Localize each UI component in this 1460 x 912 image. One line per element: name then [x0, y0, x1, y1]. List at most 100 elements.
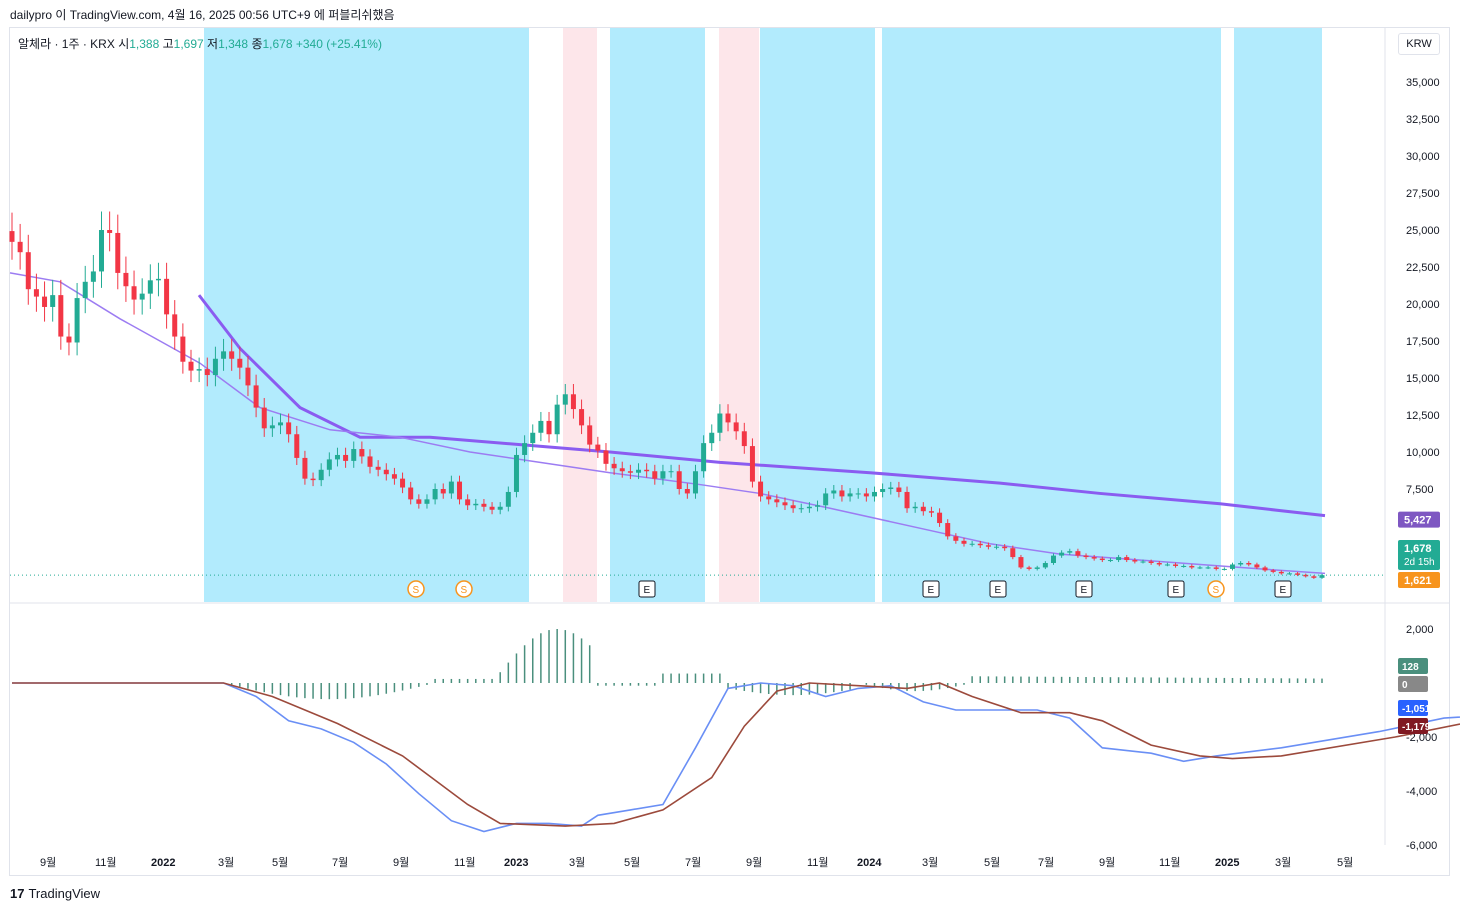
candle-body [424, 499, 430, 504]
candle-body [1026, 567, 1032, 569]
high-value: 1,697 [173, 37, 204, 51]
x-axis-label: 3월 [569, 856, 585, 869]
candle-body [758, 481, 764, 497]
x-axis-label: 2023 [504, 857, 528, 869]
price-tick-label: 17,500 [1406, 336, 1440, 348]
x-axis-label: 5월 [624, 856, 640, 869]
candle-body [1221, 568, 1227, 570]
x-axis-label: 3월 [218, 856, 234, 869]
macd-tick-label: -2,000 [1406, 732, 1437, 744]
candle-body [1164, 564, 1170, 566]
candle-body [538, 420, 544, 433]
candle-body [278, 422, 284, 426]
candle-body [147, 280, 153, 294]
candle-body [408, 487, 414, 500]
earnings-event-label: E [928, 585, 935, 596]
candle-body [692, 471, 698, 494]
x-axis-label: 9월 [746, 856, 762, 869]
price-tick-label: 30,000 [1406, 151, 1440, 163]
candle-body [17, 241, 23, 253]
x-axis-label: 2025 [1215, 857, 1239, 869]
candle-body [676, 471, 682, 489]
session-band-blue [1234, 28, 1322, 602]
candle-body [33, 289, 39, 297]
session-band-blue [204, 28, 529, 602]
candle-body [204, 369, 210, 376]
x-axis-label: 5월 [272, 856, 288, 869]
candle-body [798, 508, 804, 510]
split-event-label: S [461, 585, 468, 596]
candle-body [1197, 567, 1203, 569]
earnings-event-label: E [995, 585, 1002, 596]
x-axis-label: 11월 [807, 856, 829, 869]
earnings-event-icon [989, 580, 1007, 598]
candle-body [261, 407, 267, 429]
candle-body [90, 271, 96, 282]
footer-brand: 17 TradingView [10, 886, 100, 901]
candle-body [253, 385, 259, 408]
currency-button[interactable]: KRW [1398, 33, 1440, 55]
candle-body [1124, 557, 1130, 561]
low-value: 1,348 [218, 37, 249, 51]
candle-body [855, 493, 861, 495]
candle-body [66, 336, 72, 343]
macd-signal-line [12, 682, 1460, 827]
candle-body [660, 471, 666, 479]
x-axis-label: 7월 [332, 856, 348, 869]
candle-body [25, 252, 31, 290]
earnings-event-icon [1075, 580, 1093, 598]
macd-badge [1398, 658, 1428, 674]
candle-body [42, 296, 48, 307]
candle-body [245, 367, 251, 386]
candle-body [164, 278, 170, 315]
candle-body [1238, 563, 1244, 565]
candle-body [1002, 546, 1008, 549]
price-badge-countdown: 2d 15h [1404, 557, 1435, 568]
candle-body [457, 481, 463, 500]
earnings-event-icon [638, 580, 656, 598]
low-label: 저 [207, 37, 219, 51]
candle-body [522, 443, 528, 455]
macd-badge [1398, 718, 1428, 734]
candle-body [155, 278, 161, 281]
candle-body [115, 232, 121, 273]
candle-body [530, 432, 536, 444]
macd-badge-label: -1,179 [1402, 722, 1431, 733]
symbol-legend: 알체라 · 1주 · KRX 시1,388 고1,697 저1,348 종1,6… [18, 35, 382, 52]
candle-body [180, 336, 186, 362]
earnings-event-label: E [1280, 585, 1287, 596]
macd-line [12, 682, 1460, 833]
candle-body [99, 230, 105, 272]
price-tick-label: 35,000 [1406, 77, 1440, 89]
candle-body [448, 481, 454, 494]
candle-body [82, 281, 88, 299]
candle-body [139, 293, 145, 300]
candle-body [684, 489, 690, 494]
candle-body [383, 469, 389, 475]
candle-body [928, 511, 934, 513]
split-event-label: S [1213, 585, 1220, 596]
price-tick-label: 7,500 [1406, 484, 1434, 496]
earnings-event-icon [1167, 580, 1185, 598]
candle-body [636, 469, 642, 473]
candle-body [782, 502, 788, 506]
candle-body [912, 506, 918, 509]
candle-body [896, 487, 902, 492]
x-axis-label: 5월 [1337, 856, 1353, 869]
candle-body [554, 404, 560, 435]
price-badge [1398, 572, 1440, 588]
candle-body [1140, 561, 1146, 563]
candle-body [1270, 570, 1276, 572]
candle-body [1034, 567, 1040, 569]
symbol-name[interactable]: 알체라 · 1주 · KRX [18, 37, 115, 51]
candle-body [847, 493, 853, 497]
earnings-event-icon [1274, 580, 1292, 598]
candle-body [473, 503, 479, 506]
candle-body [1262, 567, 1268, 571]
candle-body [945, 523, 951, 537]
x-axis-label: 7월 [1038, 856, 1054, 869]
x-axis-label: 11월 [95, 856, 117, 869]
candle-body [196, 369, 202, 371]
candle-body [701, 443, 707, 472]
